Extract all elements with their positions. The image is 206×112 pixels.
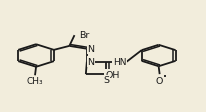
Text: N: N <box>88 58 95 67</box>
Text: CH₃: CH₃ <box>27 77 43 86</box>
Text: N: N <box>88 45 95 54</box>
Text: HN: HN <box>113 57 126 66</box>
Text: S: S <box>103 76 109 85</box>
Text: OH: OH <box>105 71 120 80</box>
Text: Br: Br <box>79 30 89 39</box>
Text: O: O <box>156 76 163 85</box>
